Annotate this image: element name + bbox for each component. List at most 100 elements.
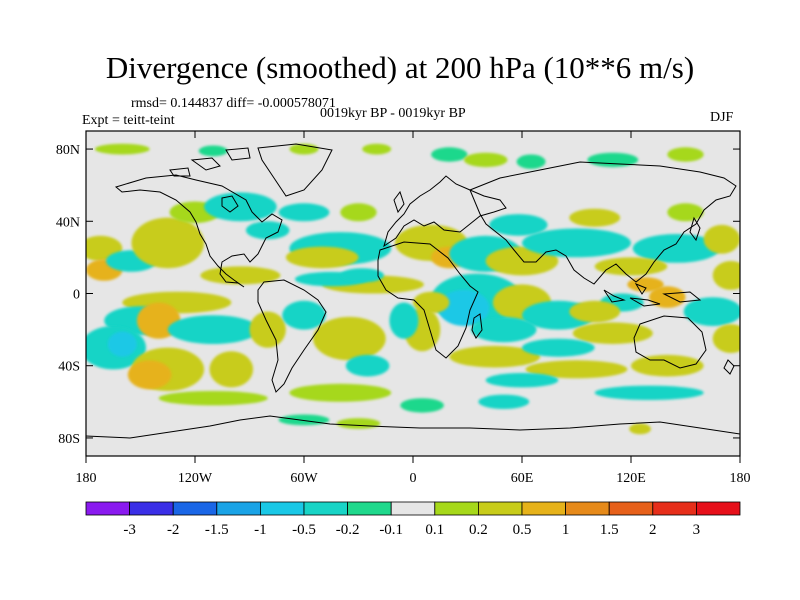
divergence-region-69 — [313, 316, 386, 361]
contour-fills — [86, 143, 740, 435]
divergence-region-76 — [400, 398, 444, 413]
colorbar-swatch-3 — [216, 501, 261, 516]
divergence-region-27 — [485, 246, 559, 276]
divergence-region-34 — [712, 261, 740, 290]
x-tick-label-4: 60E — [511, 471, 534, 486]
colorbar-label-10: 1 — [562, 522, 570, 538]
y-axis: 80N 40N 0 40S 80S — [56, 143, 740, 447]
divergence-region-56 — [594, 385, 704, 400]
divergence-region-70 — [345, 354, 390, 377]
divergence-region-49 — [471, 317, 537, 343]
divergence-region-28 — [489, 214, 548, 236]
coast-asia — [469, 161, 737, 285]
colorbar-swatch-12 — [608, 501, 654, 516]
divergence-region-3 — [362, 143, 392, 155]
colorbar-label-13: 3 — [693, 522, 701, 538]
colorbar-swatch-14 — [696, 501, 741, 516]
divergence-region-5 — [463, 152, 508, 168]
divergence-region-63 — [107, 331, 137, 357]
colorbar-label-12: 2 — [649, 522, 657, 538]
coast-africa — [377, 241, 479, 359]
divergence-region-71 — [289, 383, 392, 402]
x-tick-label-6: 180 — [730, 471, 751, 486]
colorbar: -3 -2 -1.5 -1 -0.5 -0.2 -0.1 0.1 0.2 0.5 1 1.5 2 3 — [85, 501, 741, 538]
colorbar-swatch-11 — [565, 501, 610, 516]
divergence-region-18 — [340, 203, 377, 222]
colorbar-swatch-2 — [172, 501, 218, 516]
y-tick-label-3: 40S — [58, 360, 80, 375]
experiment-label: Expt = teitt-teint — [82, 113, 175, 128]
divergence-region-40 — [712, 324, 740, 353]
y-tick-label-4: 80S — [58, 432, 80, 447]
y-tick-label-0: 80N — [56, 143, 80, 158]
colorbar-swatch-10 — [521, 501, 566, 516]
colorbar-label-2: -1.5 — [205, 522, 229, 538]
coast-north-america — [114, 174, 283, 288]
divergence-region-30 — [569, 208, 621, 227]
coast-australia — [633, 315, 707, 369]
divergence-region-45 — [389, 302, 419, 339]
divergence-region-68 — [282, 300, 326, 330]
coast-japan — [689, 216, 701, 242]
colorbar-swatch-7 — [390, 501, 436, 516]
divergence-region-17 — [278, 203, 330, 222]
colorbar-swatch-6 — [347, 501, 392, 516]
stats-label: rmsd= 0.144837 diff= -0.000578071 — [131, 96, 336, 111]
divergence-region-15 — [245, 221, 290, 240]
colorbar-swatch-5 — [303, 501, 348, 516]
coast-new-zealand — [723, 359, 735, 375]
divergence-region-4 — [431, 147, 468, 162]
colorbar-label-8: 0.2 — [469, 522, 488, 538]
divergence-region-52 — [522, 338, 595, 357]
x-tick-label-3: 0 — [410, 471, 417, 486]
coast-indonesia — [603, 282, 702, 307]
colorbar-swatch-0 — [85, 501, 130, 516]
divergence-region-32 — [667, 203, 704, 222]
season-label: DJF — [710, 110, 734, 125]
divergence-region-35 — [594, 257, 668, 276]
colorbar-swatch-1 — [129, 501, 174, 516]
colorbar-label-4: -0.5 — [292, 522, 316, 538]
x-tick-label-5: 120E — [616, 471, 646, 486]
colorbar-label-6: -0.1 — [379, 522, 403, 538]
divergence-region-53 — [525, 360, 628, 379]
colorbar-swatch-8 — [434, 501, 479, 516]
divergence-region-51 — [449, 345, 541, 368]
divergence-region-65 — [127, 360, 172, 390]
coast-greenland — [257, 143, 333, 197]
coastlines — [86, 143, 740, 439]
coast-europe — [383, 175, 507, 248]
divergence-region-0 — [95, 143, 150, 155]
divergence-region-31 — [632, 234, 721, 263]
divergence-region-66 — [209, 351, 254, 388]
coast-madagascar — [471, 313, 483, 339]
divergence-region-6 — [516, 154, 546, 169]
chart-title: Divergence (smoothed) at 200 hPa (10**6 … — [105, 50, 695, 85]
coast-hudson-bay — [221, 195, 239, 213]
colorbar-label-1: -2 — [167, 522, 180, 538]
x-axis: 180 120W 60W 0 60E 120E 180 — [76, 131, 751, 486]
coast-south-america — [257, 279, 327, 393]
divergence-region-1 — [198, 145, 228, 157]
x-tick-label-0: 180 — [76, 471, 97, 486]
divergence-region-57 — [629, 423, 651, 435]
y-tick-label-2: 0 — [73, 288, 80, 303]
divergence-region-48 — [569, 300, 621, 323]
divergence-region-8 — [667, 147, 704, 162]
divergence-region-20 — [285, 246, 359, 269]
colorbar-label-3: -1 — [254, 522, 267, 538]
divergence-region-61 — [167, 315, 259, 344]
divergence-region-42 — [438, 289, 490, 326]
divergence-region-29 — [522, 228, 631, 258]
divergence-region-55 — [485, 373, 559, 388]
coast-uk — [393, 190, 405, 214]
coast-antarctica — [86, 415, 740, 439]
divergence-region-72 — [158, 391, 268, 406]
x-tick-label-2: 60W — [290, 471, 318, 486]
colorbar-label-7: 0.1 — [425, 522, 444, 538]
divergence-region-38 — [649, 286, 686, 308]
divergence-region-50 — [572, 322, 653, 345]
colorbar-swatch-4 — [259, 501, 305, 516]
divergence-region-36 — [627, 277, 664, 292]
